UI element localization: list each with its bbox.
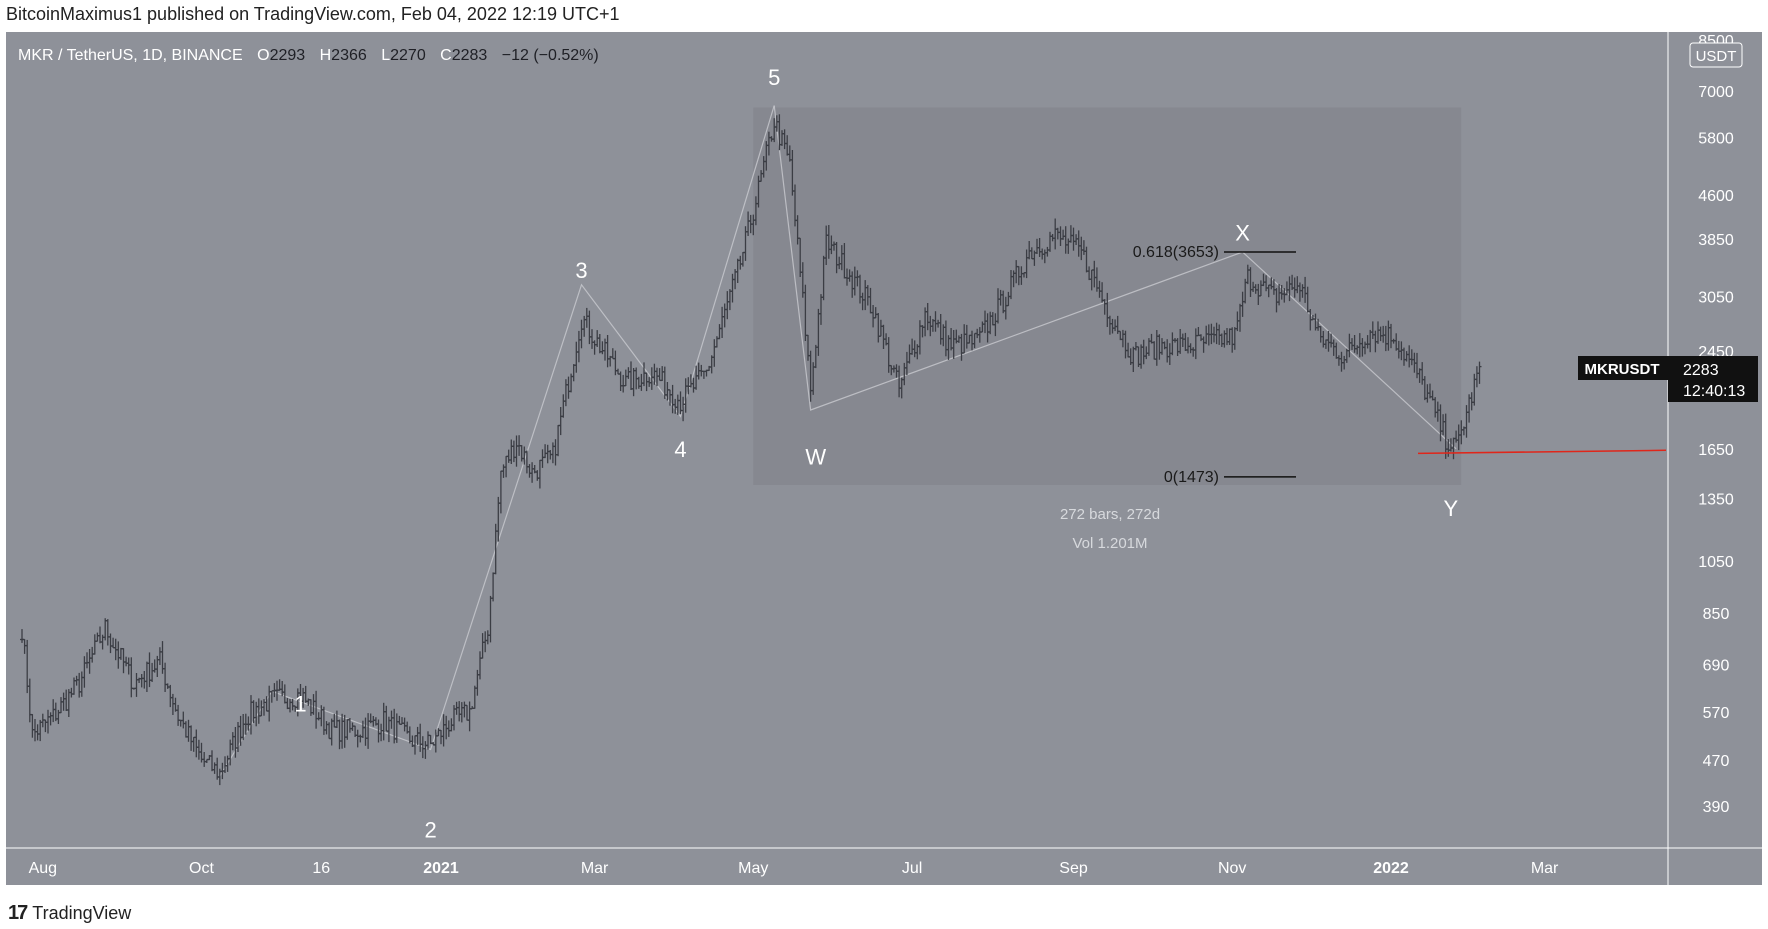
time-tick-label: Aug bbox=[29, 860, 57, 877]
last-price-tag[interactable]: MKRUSDT 2283 12:40:13 bbox=[1578, 356, 1758, 402]
low-label: L bbox=[381, 47, 390, 64]
time-axis-panel[interactable] bbox=[6, 848, 1762, 885]
price-tick-label: 5800 bbox=[1698, 131, 1734, 148]
wave-labels: 1 2 3 4 5 W X Y bbox=[294, 65, 1458, 842]
published-by-line: BitcoinMaximus1 published on TradingView… bbox=[6, 4, 620, 24]
time-tick-label: Nov bbox=[1218, 860, 1246, 877]
wave-label: X bbox=[1235, 221, 1250, 246]
candle-countdown: 12:40:13 bbox=[1683, 383, 1745, 400]
wave-label: Y bbox=[1444, 496, 1459, 521]
time-tick-label: Jul bbox=[902, 860, 922, 877]
price-axis-panel[interactable] bbox=[1668, 32, 1762, 848]
time-tick-label: 2022 bbox=[1373, 860, 1409, 877]
price-axis-ticks: 7000580046003850305024501650135010508506… bbox=[1698, 84, 1734, 816]
last-price-symbol: MKRUSDT bbox=[1585, 361, 1660, 378]
price-tick-label: 570 bbox=[1703, 705, 1730, 722]
wave-label: 2 bbox=[424, 817, 436, 842]
time-tick-label: May bbox=[738, 860, 768, 877]
open-label: O bbox=[257, 47, 269, 64]
last-price-symbol-box bbox=[1578, 356, 1668, 380]
price-tick-label: 1050 bbox=[1698, 554, 1734, 571]
symbol-info[interactable]: MKR / TetherUS, 1D, BINANCE O2293 H2366 … bbox=[18, 47, 599, 64]
high-value: 2366 bbox=[331, 47, 367, 64]
open-value: 2293 bbox=[270, 47, 306, 64]
high-label: H bbox=[320, 47, 332, 64]
low-value: 2270 bbox=[390, 47, 426, 64]
range-volume-label: Vol 1.201M bbox=[1072, 535, 1147, 552]
time-tick-label: Mar bbox=[581, 860, 609, 877]
price-tick-label: 470 bbox=[1703, 753, 1730, 770]
wave-label: 4 bbox=[674, 437, 686, 462]
time-tick-label: 16 bbox=[312, 860, 330, 877]
price-tick-label: 4600 bbox=[1698, 188, 1734, 205]
range-bars-label: 272 bars, 272d bbox=[1060, 506, 1160, 523]
chart-watermark: Chart By TradingView bbox=[8, 886, 192, 907]
currency-badge[interactable]: USDT bbox=[1696, 48, 1737, 65]
currency-badge-box[interactable] bbox=[1689, 42, 1743, 68]
wave-label: 1 bbox=[294, 692, 306, 717]
time-tick-label: Oct bbox=[189, 860, 214, 877]
price-tick-label: 690 bbox=[1703, 658, 1730, 675]
price-tick-label: 1350 bbox=[1698, 492, 1734, 509]
tradingview-brand: TradingView bbox=[32, 903, 132, 923]
last-price-value: 2283 bbox=[1683, 362, 1719, 379]
time-tick-label: 2021 bbox=[423, 860, 459, 877]
time-tick-label: Sep bbox=[1059, 860, 1088, 877]
price-tick-label: 3050 bbox=[1698, 290, 1734, 307]
price-tick-label: 7000 bbox=[1698, 84, 1734, 101]
elliott-wave-path bbox=[219, 105, 775, 777]
time-axis-ticks: Aug Oct 16 2021 Mar May Jul Sep Nov 2022 Mar bbox=[29, 860, 1559, 877]
wave-label: W bbox=[805, 445, 826, 470]
price-tick-label: 1650 bbox=[1698, 442, 1734, 459]
price-tick-label: 3850 bbox=[1698, 232, 1734, 249]
support-line[interactable] bbox=[1417, 449, 1667, 455]
change-value: −12 (−0.52%) bbox=[502, 47, 599, 64]
price-tick-label: 850 bbox=[1703, 606, 1730, 623]
price-tick-label: 390 bbox=[1703, 799, 1730, 816]
close-value: 2283 bbox=[452, 47, 488, 64]
fib-0-label: 0(1473) bbox=[1164, 469, 1219, 486]
close-label: C bbox=[440, 47, 452, 64]
wave-label: 3 bbox=[575, 258, 587, 283]
ohlc-bar bbox=[1477, 361, 1482, 384]
symbol-title: MKR / TetherUS, 1D, BINANCE bbox=[18, 47, 243, 64]
ohlc-bars bbox=[20, 114, 1482, 786]
last-price-box bbox=[1668, 356, 1758, 402]
tradingview-logo[interactable]: 17 TradingView bbox=[8, 902, 131, 925]
fib-618-label: 0.618(3653) bbox=[1133, 244, 1219, 261]
wave-label: 5 bbox=[768, 65, 780, 90]
tradingview-logo-icon: 17 bbox=[8, 902, 28, 924]
time-tick-label: Mar bbox=[1531, 860, 1559, 877]
